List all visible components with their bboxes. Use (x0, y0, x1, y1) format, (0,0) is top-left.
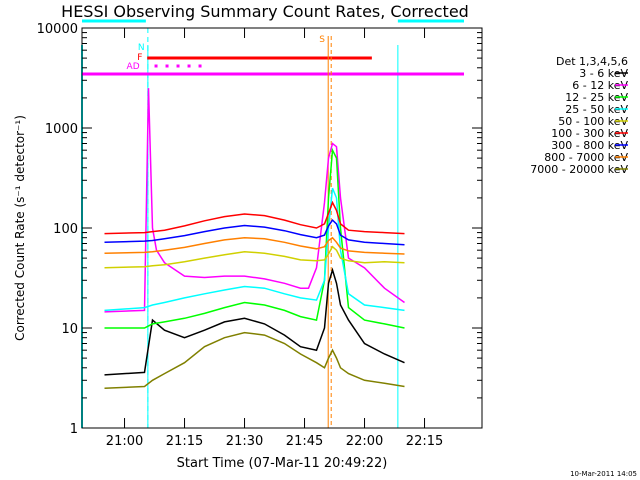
indicator-label: S (319, 35, 325, 45)
legend-entry: 300 - 800 keV (551, 139, 628, 152)
series-line (104, 236, 405, 255)
indicator-label: N (138, 43, 145, 53)
y-tick-label: 10 (61, 322, 78, 337)
legend: Det 1,3,4,5,6 3 - 6 keV 6 - 12 keV 12 - … (530, 55, 628, 176)
y-tick-label: 100 (53, 222, 78, 237)
y-tick-label: 10000 (37, 22, 78, 37)
x-tick-label: 22:15 (406, 434, 443, 449)
x-tick-label: 21:15 (166, 434, 203, 449)
legend-entry: 25 - 50 keV (565, 103, 628, 116)
series-line (104, 200, 405, 235)
legend-title: Det 1,3,4,5,6 (556, 55, 628, 68)
series-line (104, 245, 405, 269)
legend-entry: 12 - 25 keV (565, 91, 628, 104)
series-line (104, 267, 405, 376)
axes: 1 10 100 1000 10000 21:00 21:15 21:30 21:45 22:00… (37, 22, 482, 449)
y-tick-label: 1000 (45, 122, 78, 137)
y-axis-label: Corrected Count Rate (s⁻¹ detector⁻¹) (13, 115, 27, 341)
series-line (104, 331, 405, 389)
legend-entry: 6 - 12 keV (572, 79, 628, 92)
series-line (104, 187, 405, 312)
x-tick-label: 21:30 (226, 434, 263, 449)
footer-date: 10-Mar-2011 14:05 (570, 470, 637, 478)
indicator-label: AD (127, 62, 140, 72)
chart-title: HESSI Observing Summary Count Rates, Cor… (61, 2, 469, 21)
legend-entry: 3 - 6 keV (579, 67, 628, 80)
indicator-label: F (137, 53, 142, 63)
legend-entry: 50 - 100 keV (558, 115, 628, 128)
series-line (104, 218, 405, 246)
x-tick-label: 22:00 (346, 434, 383, 449)
x-tick-label: 21:00 (106, 434, 143, 449)
legend-entry: 7000 - 20000 keV (530, 163, 628, 176)
legend-entry: 100 - 300 keV (551, 127, 628, 140)
legend-entry: 800 - 7000 keV (544, 151, 628, 164)
x-tick-label: 21:45 (286, 434, 323, 449)
series-line (104, 88, 405, 313)
x-axis-label: Start Time (07-Mar-11 20:49:22) (177, 456, 388, 471)
y-tick-label: 1 (70, 422, 78, 437)
